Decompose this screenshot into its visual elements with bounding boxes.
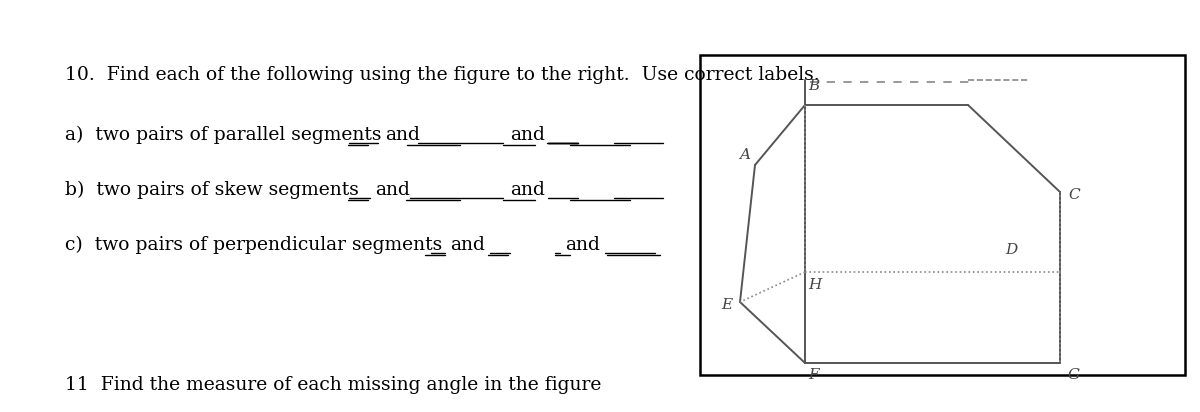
Text: F: F [808, 368, 818, 382]
Text: A: A [739, 148, 750, 162]
Text: a)  two pairs of parallel segments: a) two pairs of parallel segments [65, 126, 382, 144]
Text: and: and [510, 126, 545, 144]
Text: b)  two pairs of skew segments: b) two pairs of skew segments [65, 181, 359, 199]
Text: H: H [808, 278, 821, 292]
Text: and: and [565, 236, 600, 254]
Text: and: and [385, 126, 420, 144]
Text: 11  Find the measure of each missing angle in the figure: 11 Find the measure of each missing angl… [65, 376, 601, 394]
Text: 10.  Find each of the following using the figure to the right.  Use correct labe: 10. Find each of the following using the… [65, 66, 820, 84]
Text: and: and [510, 181, 545, 199]
Text: C: C [1068, 188, 1080, 202]
Text: c)  two pairs of perpendicular segments: c) two pairs of perpendicular segments [65, 236, 443, 254]
Text: B: B [808, 79, 820, 93]
Text: E: E [721, 298, 732, 312]
Text: D: D [1006, 243, 1018, 257]
Text: G: G [1068, 368, 1080, 382]
Text: and: and [450, 236, 485, 254]
Bar [700, 55, 1186, 375]
Text: and: and [374, 181, 410, 199]
